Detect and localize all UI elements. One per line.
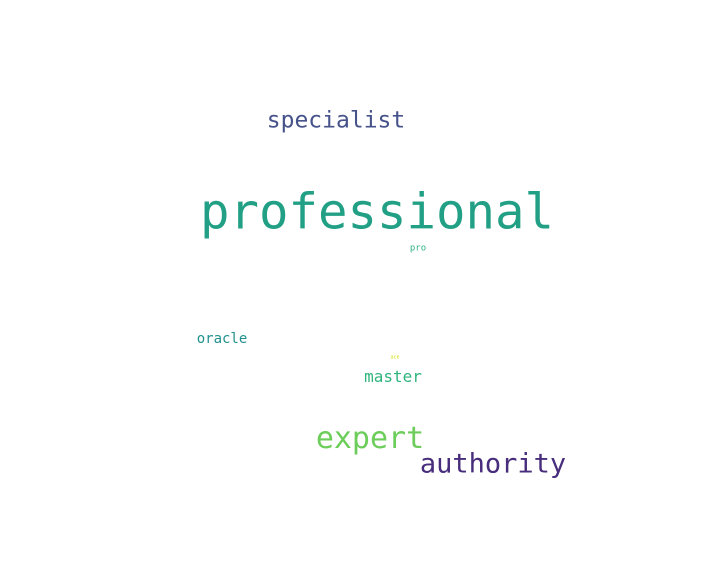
word-authority: authority (419, 448, 567, 480)
word-specialist: specialist (266, 107, 406, 134)
word-oracle: oracle (196, 331, 248, 347)
word-expert: expert (315, 421, 425, 456)
word-professional: professional (199, 183, 555, 241)
word-pro: pro (409, 243, 427, 254)
word-ace: ace (390, 354, 400, 361)
word-master: master (364, 367, 422, 386)
